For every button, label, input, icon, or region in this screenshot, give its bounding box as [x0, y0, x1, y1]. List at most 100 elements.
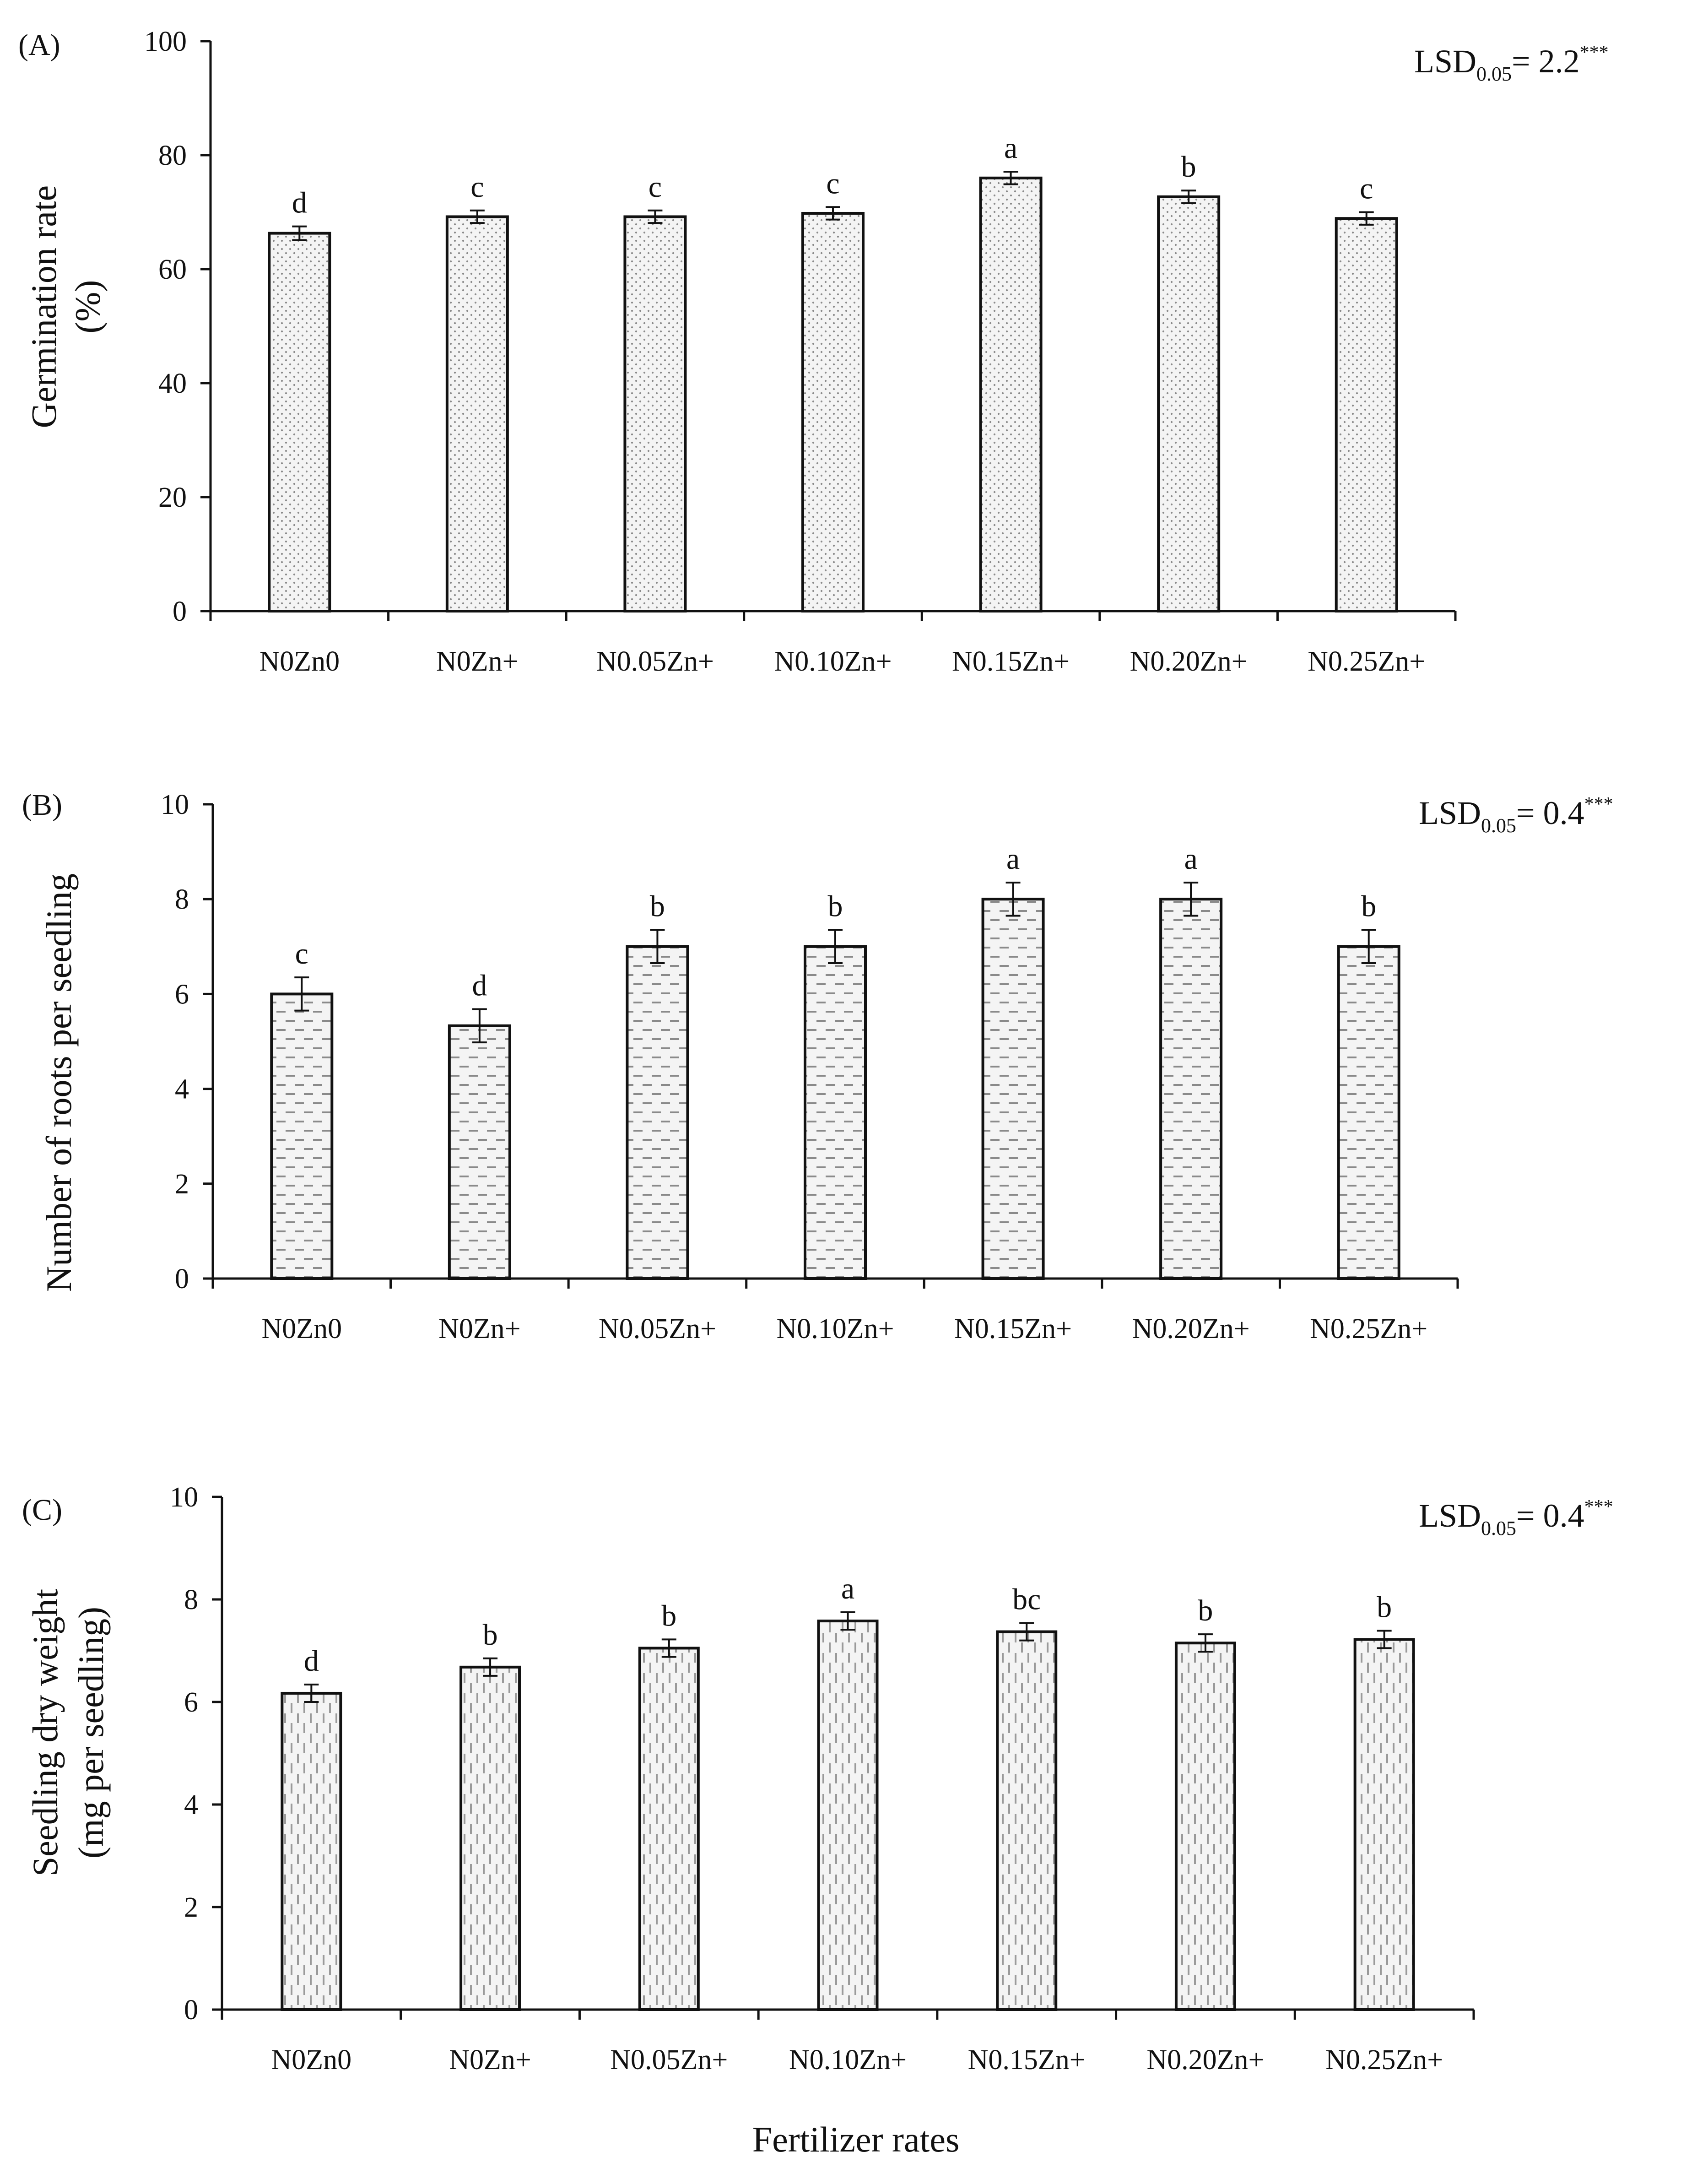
panel-a-lsd-prefix: LSD: [1414, 43, 1476, 80]
panel-a-bar: [268, 232, 331, 612]
panel-c-significance-letter: b: [483, 1618, 498, 1652]
panel-a-category-label: N0.20Zn+: [1130, 646, 1248, 677]
panel-b-y-tick-label: 6: [175, 979, 189, 1010]
panel-c-y-tick-label: 2: [184, 1892, 198, 1923]
panel-a-significance-letter: c: [470, 170, 484, 204]
panel-c-label: (C): [22, 1493, 62, 1527]
panel-b-bar: [1159, 898, 1223, 1280]
panel-b-significance-letter: c: [295, 937, 308, 970]
panel-b-plot: 0 2 4 6 8 10 c N0Zn0 d N0Zn+ b N0.05Zn+ b N0.10Zn+ a N0…: [161, 789, 1459, 1344]
panel-c-plot: 0 2 4 6 8 10 d N0Zn0 b N0Zn+ b N0.05Zn+ a N0.10Zn+ bc N…: [170, 1482, 1475, 2076]
panel-a-plot: 0 20 40 60 80 100 d N0Zn0 c N0Zn+ c N0.05Zn+ c N0.10Z…: [144, 26, 1457, 677]
panel-a-significance-letter: a: [1004, 131, 1017, 165]
panel-c-significance-letter: b: [1377, 1590, 1392, 1624]
panel-c-y-tick-label: 0: [184, 1994, 198, 2026]
panel-c-category-label: N0Zn0: [271, 2044, 352, 2076]
panel-a-bar: [801, 211, 865, 612]
panel-a-ylabel-line1: Germination rate: [24, 185, 64, 428]
panel-a-category-label: N0Zn0: [259, 646, 340, 677]
panel-a-y-tick-label: 0: [173, 596, 187, 627]
panel-b-label: (B): [22, 788, 62, 822]
panel-c-lsd-prefix: LSD: [1419, 1497, 1481, 1534]
panel-a-significance-letter: c: [649, 170, 662, 204]
panel-c-significance-letter: bc: [1012, 1583, 1041, 1616]
panel-a-bar: [1335, 217, 1398, 612]
panel-c-bar: [817, 1620, 879, 2011]
panel-c-bar: [281, 1691, 342, 2011]
panel-b-category-label: N0.20Zn+: [1132, 1313, 1250, 1344]
panel-c-lsd-sub: 0.05: [1481, 1517, 1516, 1539]
panel-a-lsd-sup: ***: [1580, 42, 1609, 63]
panel-a-category-label: N0.25Zn+: [1308, 646, 1425, 677]
panel-b-bar: [448, 1024, 511, 1280]
panel-b-significance-letter: d: [472, 969, 487, 1003]
panel-a-lsd-sub: 0.05: [1476, 63, 1512, 85]
panel-a-y-tick-label: 60: [158, 254, 187, 285]
panel-b-bar: [981, 898, 1045, 1280]
panel-c-category-label: N0.20Zn+: [1146, 2044, 1264, 2076]
panel-a-bar: [979, 176, 1043, 612]
panel-c-lsd-sup: ***: [1584, 1496, 1613, 1517]
panel-a-category-label: N0.05Zn+: [596, 646, 714, 677]
panel-b-significance-letter: b: [1361, 890, 1376, 923]
panel-a-category-label: N0Zn+: [436, 646, 519, 677]
panel-b-significance-letter: a: [1184, 842, 1197, 876]
panel-b-y-tick-label: 10: [161, 789, 189, 820]
panel-c-bar: [1353, 1638, 1415, 2011]
panel-b-category-label: N0Zn0: [261, 1313, 342, 1344]
panel-c-significance-letter: a: [841, 1572, 854, 1605]
panel-c-bar: [638, 1647, 700, 2011]
panel-c-y-tick-label: 4: [184, 1789, 198, 1821]
panel-c-category-label: N0.15Zn+: [968, 2044, 1086, 2076]
panel-a-significance-letter: d: [292, 186, 307, 220]
panel-b-ylabel: Number of roots per seedling: [39, 873, 79, 1292]
panel-c-ylabel-line2: (mg per seedling): [71, 1607, 111, 1859]
panel-a-y-tick-label: 40: [158, 368, 187, 399]
panel-b-significance-letter: b: [650, 890, 665, 923]
panel-a-lsd: LSD0.05= 2.2***: [1414, 42, 1609, 85]
panel-a-y-tick-label: 80: [158, 140, 187, 171]
panel-a-bar: [445, 215, 509, 612]
panel-b-lsd-sub: 0.05: [1481, 814, 1516, 837]
panel-c-lsd-value: = 0.4: [1516, 1497, 1584, 1534]
panel-c-significance-letter: b: [661, 1599, 676, 1632]
panel-c-lsd: LSD0.05= 0.4***: [1419, 1496, 1613, 1539]
panel-a: (A) LSD0.05= 2.2*** Germination rate (%)…: [18, 26, 1609, 677]
panel-a-significance-letter: b: [1181, 150, 1196, 184]
panel-b-y-tick-label: 8: [175, 884, 189, 915]
panel-b-y-tick-label: 4: [175, 1074, 189, 1105]
panel-c-significance-letter: d: [304, 1644, 319, 1678]
panel-c-category-label: N0.10Zn+: [789, 2044, 907, 2076]
panel-a-category-label: N0.10Zn+: [774, 646, 892, 677]
panel-c-category-label: N0Zn+: [449, 2044, 531, 2076]
panel-b-bar: [270, 992, 334, 1280]
panel-a-lsd-value: = 2.2: [1512, 43, 1580, 80]
panel-b: (B) LSD0.05= 0.4*** Number of roots per …: [22, 788, 1613, 1344]
panel-c-category-label: N0.25Zn+: [1325, 2044, 1443, 2076]
panel-c-bar: [459, 1665, 521, 2011]
panel-b-lsd-sup: ***: [1584, 794, 1613, 815]
panel-a-bar: [1157, 195, 1221, 612]
panel-b-category-label: N0.25Zn+: [1310, 1313, 1427, 1344]
panel-b-category-label: N0Zn+: [438, 1313, 521, 1344]
panel-b-bar: [626, 945, 689, 1280]
panel-b-category-label: N0.10Zn+: [776, 1313, 894, 1344]
panel-c: (C) LSD0.05= 0.4*** Seedling dry weight …: [22, 1482, 1613, 2076]
panel-a-significance-letter: c: [1360, 172, 1373, 206]
panel-c-category-label: N0.05Zn+: [610, 2044, 728, 2076]
panel-b-category-label: N0.05Zn+: [599, 1313, 716, 1344]
panel-b-bar: [1337, 945, 1400, 1280]
panel-b-significance-letter: b: [828, 890, 843, 923]
panel-c-bar: [996, 1630, 1058, 2011]
panel-b-significance-letter: a: [1006, 842, 1020, 876]
panel-b-y-tick-label: 2: [175, 1169, 189, 1200]
panel-c-significance-letter: b: [1198, 1594, 1213, 1627]
panel-a-bar: [623, 215, 687, 612]
panel-b-bar: [804, 945, 867, 1280]
panel-c-ylabel-line1: Seedling dry weight: [25, 1589, 65, 1877]
x-axis-title: Fertilizer rates: [752, 2119, 960, 2159]
panel-c-bar: [1174, 1642, 1236, 2011]
panel-c-y-tick-label: 10: [170, 1482, 198, 1513]
panel-b-lsd: LSD0.05= 0.4***: [1419, 794, 1613, 837]
